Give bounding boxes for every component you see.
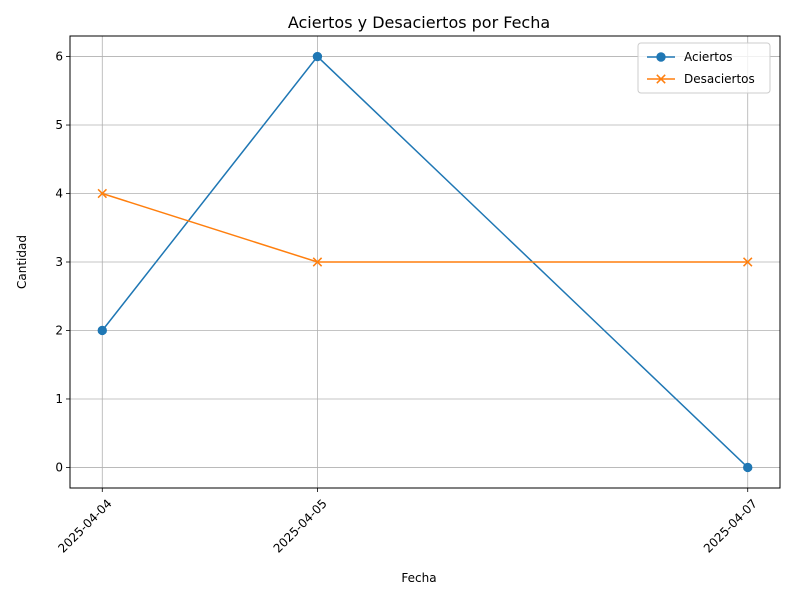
- y-tick-label: 0: [55, 460, 63, 474]
- data-point: [743, 462, 753, 473]
- series-desaciertos: [97, 188, 753, 267]
- data-point: [312, 257, 323, 267]
- data-point: [97, 325, 107, 336]
- legend-label: Desaciertos: [684, 72, 755, 86]
- data-point: [312, 51, 323, 62]
- y-tick-label: 5: [55, 118, 63, 132]
- y-tick-label: 6: [55, 50, 63, 64]
- legend-label: Aciertos: [684, 50, 733, 64]
- data-point: [742, 257, 753, 267]
- y-tick-label: 3: [55, 255, 63, 269]
- legend-marker: [656, 52, 666, 62]
- y-axis: 0 1 2 3 4 5 6: [55, 50, 70, 474]
- legend-box: [637, 42, 771, 94]
- x-axis-label: Fecha: [401, 571, 436, 585]
- legend-marker: [656, 74, 666, 84]
- legend: Aciertos Desaciertos: [637, 42, 771, 94]
- y-tick-label: 4: [55, 187, 63, 201]
- y-tick-label: 1: [55, 392, 63, 406]
- legend-item: Aciertos: [647, 50, 733, 64]
- series-layer: [97, 51, 753, 473]
- chart-title: Aciertos y Desaciertos por Fecha: [288, 13, 550, 32]
- legend-item: Desaciertos: [647, 72, 755, 86]
- series-aciertos: [97, 51, 753, 473]
- y-tick-label: 2: [55, 323, 63, 337]
- y-axis-label: Cantidad: [15, 235, 29, 289]
- data-point: [97, 188, 108, 199]
